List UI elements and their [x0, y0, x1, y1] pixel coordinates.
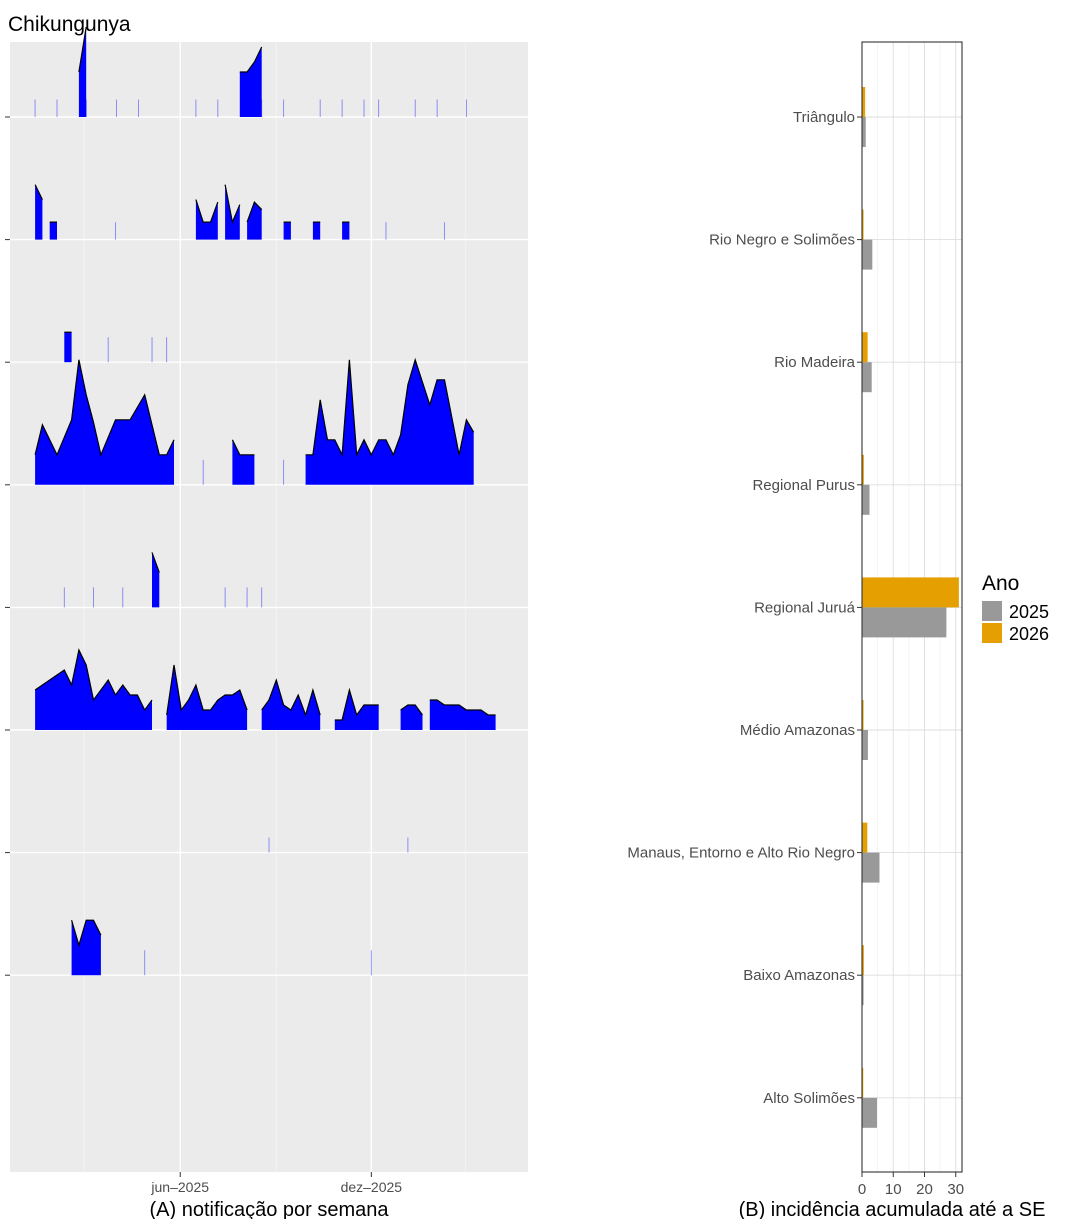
- category-label: Baixo Amazonas: [743, 967, 855, 984]
- bar-2025: [862, 730, 868, 760]
- area-segment: [195, 199, 218, 240]
- area-segment: [71, 920, 101, 976]
- bar-2026: [862, 87, 866, 117]
- area-segment: [400, 705, 423, 730]
- area-outline: [429, 699, 496, 716]
- legend-swatch-2026: [982, 623, 1002, 643]
- bar-2025: [862, 484, 870, 515]
- panel-b-caption: (B) incidência acumulada até a SE: [739, 1199, 1046, 1219]
- area-outline: [78, 26, 87, 73]
- area-outline: [224, 184, 241, 225]
- area-segment: [429, 700, 496, 730]
- panel-b-frame: [861, 41, 963, 1173]
- area-segment: [239, 47, 262, 117]
- area-segment: [64, 332, 72, 363]
- bar-2025: [862, 239, 873, 270]
- area-segment: [261, 680, 321, 730]
- area-outline: [71, 919, 102, 948]
- category-label: Alto Solimões: [763, 1090, 855, 1107]
- area-segment: [225, 184, 240, 240]
- ridge-row-2: [64, 331, 168, 363]
- legend-swatch-2025: [982, 601, 1002, 621]
- legend-title: Ano: [982, 572, 1019, 595]
- area-segment: [305, 359, 474, 485]
- bar-2025: [862, 1097, 877, 1128]
- panel-a: jun–2025 dez–2025 (A) notificação por sema…: [5, 26, 528, 1221]
- category-label: Regional Juruá: [754, 599, 856, 616]
- ridge-row-1: [34, 184, 445, 240]
- category-label: Manaus, Entorno e Alto Rio Negro: [627, 845, 855, 862]
- area-segment: [247, 202, 262, 240]
- chart-title: Chikungunya: [8, 13, 131, 36]
- area-outline: [166, 664, 248, 716]
- area-outline: [34, 648, 153, 712]
- area-outline: [34, 359, 175, 457]
- area-segment: [152, 552, 160, 608]
- area-segment: [35, 359, 174, 485]
- ridge-row-7: [71, 919, 372, 976]
- category-label: Rio Madeira: [774, 354, 856, 371]
- x-tick-label: jun–2025: [150, 1179, 209, 1195]
- legend-label: 2025: [1009, 602, 1049, 622]
- ridge-row-4: [63, 552, 263, 608]
- ridge-row-6: [268, 837, 409, 853]
- area-segment: [35, 184, 43, 240]
- category-label: Médio Amazonas: [740, 722, 855, 739]
- x-tick-label: 10: [885, 1181, 902, 1198]
- area-outline: [246, 200, 263, 223]
- x-tick-label: dez–2025: [341, 1179, 403, 1195]
- bar-2025: [862, 607, 947, 638]
- area-outline: [334, 687, 379, 721]
- area-segment: [312, 222, 321, 240]
- bar-2026: [862, 209, 864, 240]
- area-outline: [239, 46, 263, 73]
- category-label: Regional Purus: [752, 477, 855, 494]
- bar-2025: [862, 362, 872, 393]
- bar-2025: [862, 117, 866, 147]
- ridge-row-5: [34, 648, 496, 730]
- bar-2025: [862, 852, 880, 883]
- area-segment: [35, 650, 152, 730]
- area-outline: [151, 552, 160, 573]
- area-segment: [342, 222, 350, 240]
- bar-2026: [862, 454, 864, 485]
- category-label: Triângulo: [793, 109, 855, 126]
- bar-2026: [862, 700, 864, 730]
- area-outline: [34, 184, 43, 200]
- area-outline: [231, 439, 255, 456]
- area-outline: [261, 678, 321, 717]
- area-segment: [334, 690, 379, 730]
- area-outline: [305, 357, 475, 458]
- area-outline: [400, 704, 423, 716]
- bar-2026: [862, 822, 868, 853]
- x-tick-label: 0: [858, 1181, 866, 1198]
- bar-2026: [862, 577, 959, 608]
- bar-2025: [862, 975, 864, 1006]
- area-segment: [49, 222, 57, 240]
- category-label: Rio Negro e Solimões: [709, 232, 855, 249]
- area-segment: [283, 222, 291, 240]
- bar-2026: [862, 332, 868, 363]
- area-outline: [195, 199, 219, 223]
- bar-2026: [862, 945, 864, 976]
- panel-b: Triângulo Rio Negro e Solimões Rio Madeira…: [627, 41, 1046, 1221]
- x-tick-label: 20: [916, 1181, 933, 1198]
- area-segment: [166, 665, 248, 730]
- ridge-row-3: [34, 357, 475, 485]
- panel-a-caption: (A) notificação por semana: [149, 1199, 389, 1219]
- x-tick-label: 30: [947, 1181, 964, 1198]
- area-segment: [78, 27, 87, 117]
- legend-label: 2026: [1009, 624, 1049, 644]
- ridge-row-0: [34, 26, 467, 117]
- bar-2026: [862, 1067, 864, 1098]
